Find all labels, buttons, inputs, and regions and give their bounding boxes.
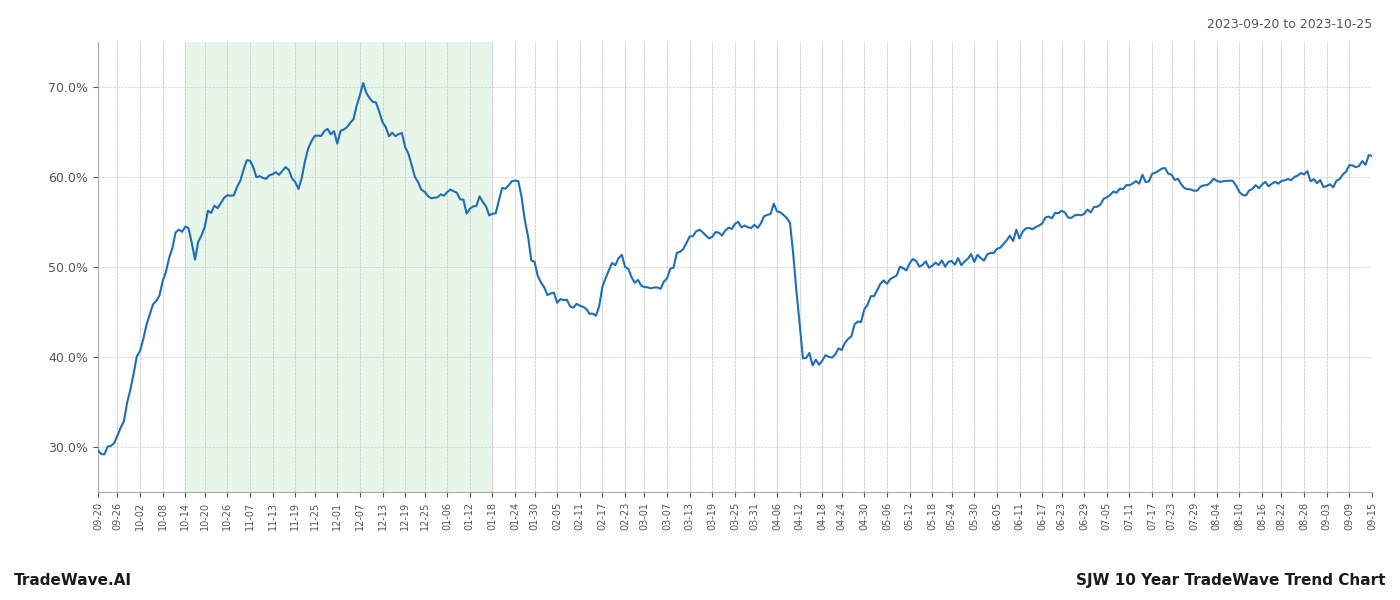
Bar bbox=[185, 42, 493, 492]
Text: SJW 10 Year TradeWave Trend Chart: SJW 10 Year TradeWave Trend Chart bbox=[1077, 573, 1386, 588]
Text: 2023-09-20 to 2023-10-25: 2023-09-20 to 2023-10-25 bbox=[1207, 18, 1372, 31]
Text: TradeWave.AI: TradeWave.AI bbox=[14, 573, 132, 588]
